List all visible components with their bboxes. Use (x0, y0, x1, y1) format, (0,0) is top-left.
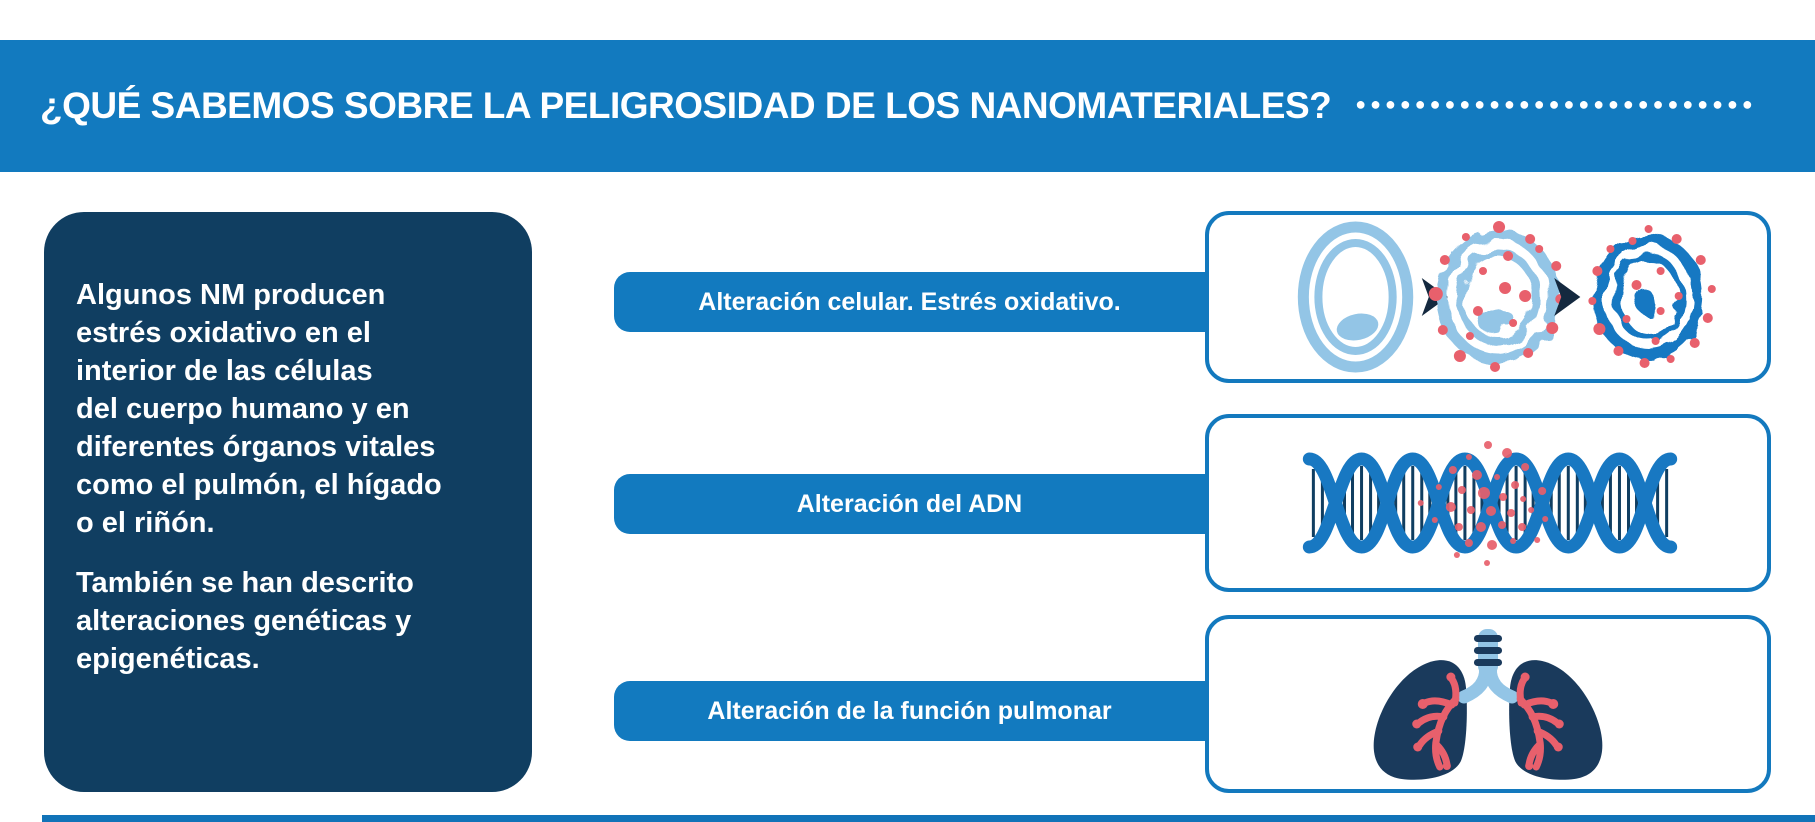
effect-label-bar-lungs: Alteración de la función pulmonar (614, 681, 1260, 741)
lungs-icon (1373, 629, 1767, 789)
effect-label-bar-dna: Alteración del ADN (614, 474, 1260, 534)
header-bar: ¿QUÉ SABEMOS SOBRE LA PELIGROSIDAD DE LO… (0, 40, 1815, 172)
info-paragraph-1: Algunos NM producen estrés oxidativo en … (76, 279, 442, 539)
cell-alteration-icon (1297, 221, 1716, 373)
nanoparticle-dots (1428, 221, 1566, 372)
info-paragraph-2: También se han descrito alteraciones gen… (76, 567, 414, 675)
nanoparticle-dots (1588, 225, 1716, 368)
bottom-divider (42, 815, 1815, 822)
page-title: ¿QUÉ SABEMOS SOBRE LA PELIGROSIDAD DE LO… (40, 85, 1332, 126)
nanoparticle-dots (1417, 441, 1549, 566)
cell-damaged-icon (1588, 225, 1716, 368)
info-card: Algunos NM producen estrés oxidativo en … (44, 212, 532, 792)
dna-icon (1302, 441, 1678, 566)
effect-illustration-box-cellular (1205, 211, 1771, 383)
lung-left-half (1373, 660, 1493, 780)
dots-decoration: ●●●●●●●●●●●●●●●●●●●●●●●●●●● (1355, 93, 1757, 114)
effect-label: Alteración de la función pulmonar (707, 696, 1112, 725)
effect-label-bar-cellular: Alteración celular. Estrés oxidativo. (614, 272, 1260, 332)
cell-stressed-icon (1428, 221, 1566, 372)
effect-illustration-box-lungs (1205, 615, 1771, 793)
arrow-right-icon (1554, 278, 1581, 316)
effect-illustration-box-dna (1205, 414, 1771, 592)
effect-label: Alteración celular. Estrés oxidativo. (698, 287, 1121, 316)
trachea (1473, 629, 1503, 675)
effect-label: Alteración del ADN (796, 489, 1023, 518)
dna-helix (1302, 452, 1678, 554)
cell-healthy-icon (1297, 221, 1414, 373)
bronchial-tips (1412, 672, 1456, 770)
